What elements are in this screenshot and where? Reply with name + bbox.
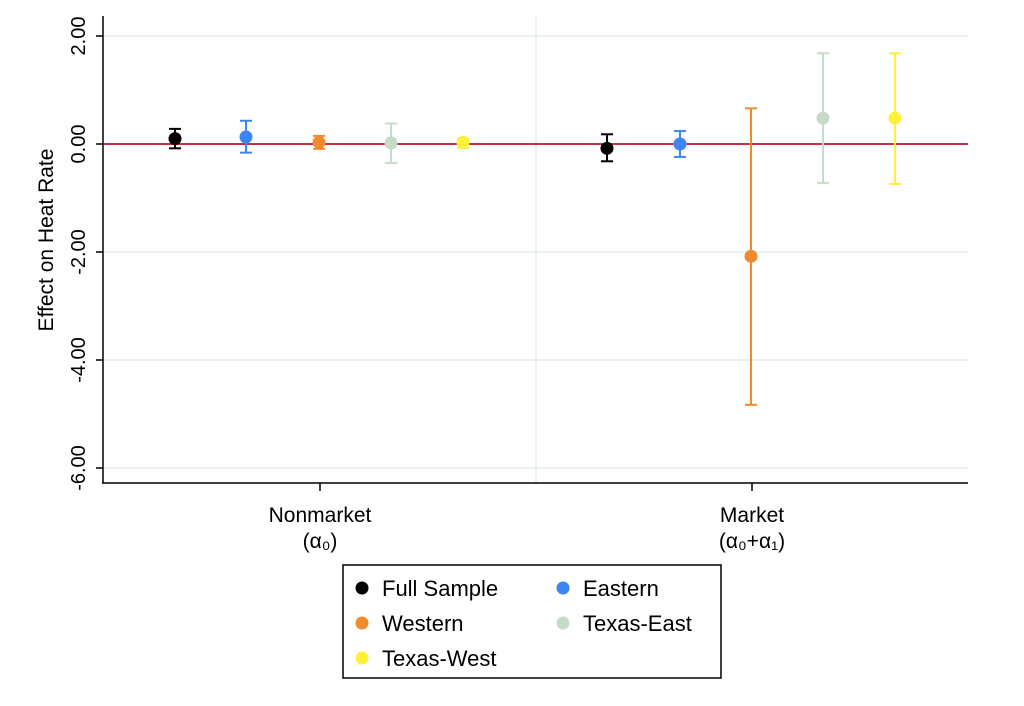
legend-box [342, 564, 722, 679]
axes [102, 16, 968, 484]
legend-item: Western [355, 611, 464, 636]
series-eastern [239, 119, 687, 158]
data-point [600, 141, 614, 155]
legend-marker [556, 616, 570, 630]
legend-item: Full Sample [355, 576, 498, 601]
y-ticks: 2.00 0.00 -2.00 -4.00 -6.00 [68, 17, 103, 491]
legend: Full Sample Eastern Western Texas-East Texas… [342, 564, 722, 679]
legend-label: Full Sample [382, 576, 498, 601]
data-series [168, 52, 902, 406]
x-category-label: Nonmarket [269, 504, 372, 527]
x-category-sublabel: (α₀+α₁) [719, 530, 785, 553]
data-point [816, 111, 830, 125]
x-category-sublabel: (α₀) [303, 530, 338, 553]
data-point [888, 111, 902, 125]
data-point [239, 130, 253, 144]
y-tick-label: -4.00 [68, 337, 90, 383]
data-point [384, 136, 398, 150]
series-full-sample [168, 127, 614, 163]
series-western [312, 107, 758, 406]
y-tick-label: -2.00 [68, 229, 90, 275]
legend-label: Texas-West [382, 646, 497, 671]
data-point [456, 135, 470, 149]
data-point [312, 135, 326, 149]
legend-label: Eastern [583, 576, 659, 601]
data-point [673, 137, 687, 151]
series-texas-west [456, 52, 902, 185]
data-point [168, 132, 182, 146]
x-categories: Nonmarket (α₀) Market (α₀+α₁) [269, 483, 785, 553]
legend-marker [355, 616, 369, 630]
legend-marker [556, 581, 570, 595]
y-tick-label: 2.00 [68, 17, 90, 56]
y-tick-label: -6.00 [68, 445, 90, 491]
legend-label: Texas-East [583, 611, 692, 636]
y-axis-label: Effect on Heat Rate [35, 149, 58, 332]
legend-item: Texas-East [556, 611, 692, 636]
legend-label: Western [382, 611, 464, 636]
y-tick-label: 0.00 [68, 125, 90, 164]
legend-marker [355, 651, 369, 665]
data-point [744, 249, 758, 263]
series-texas-east [384, 52, 830, 184]
legend-item: Eastern [556, 576, 659, 601]
x-category-label: Market [720, 504, 784, 527]
legend-item: Texas-West [355, 646, 497, 671]
legend-marker [355, 581, 369, 595]
